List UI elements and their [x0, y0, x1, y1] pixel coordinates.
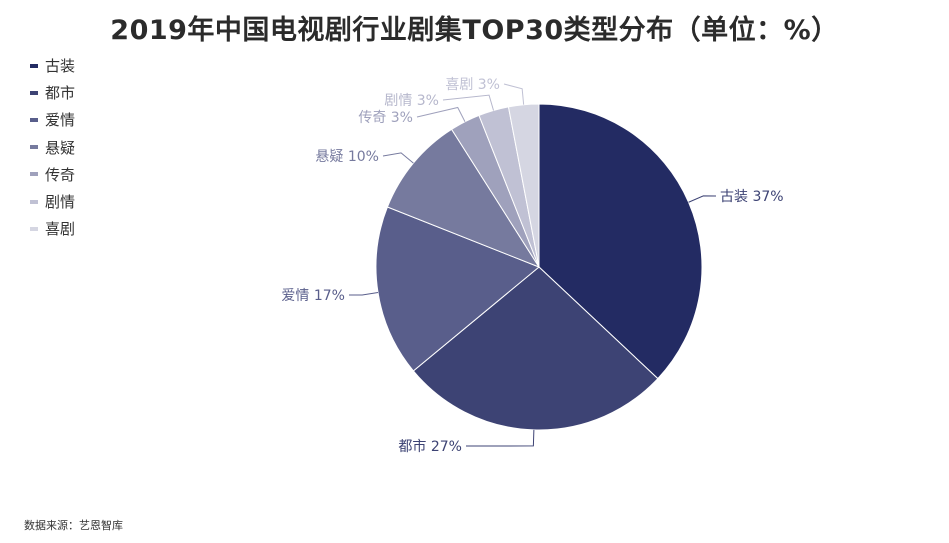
source-note: 数据来源：艺恩智库	[24, 519, 123, 532]
leader-line	[503, 83, 525, 105]
leader-line	[688, 195, 717, 203]
legend-swatch	[30, 145, 38, 150]
data-label: 爱情 17%	[281, 288, 345, 304]
legend-label: 悬疑	[45, 138, 76, 157]
legend-swatch	[30, 226, 38, 231]
chart-title: 2019年中国电视剧行业剧集TOP30类型分布（单位：%）	[110, 15, 839, 46]
legend-item[interactable]: 悬疑	[30, 134, 75, 161]
pie-slice[interactable]	[375, 206, 540, 372]
leader-line	[382, 152, 414, 164]
legend-item[interactable]: 古装	[30, 52, 75, 79]
legend-label: 喜剧	[45, 220, 76, 239]
data-label: 喜剧 3%	[445, 77, 500, 93]
data-label: 剧情 3%	[384, 93, 439, 109]
legend-label: 都市	[45, 84, 76, 103]
legend: 古装都市爱情悬疑传奇剧情喜剧	[30, 52, 75, 242]
legend-label: 爱情	[45, 111, 76, 130]
legend-item[interactable]: 喜剧	[30, 215, 75, 242]
data-label: 传奇 3%	[358, 109, 413, 126]
data-label: 悬疑 10%	[315, 149, 379, 165]
legend-swatch	[30, 172, 38, 177]
pie-slice[interactable]	[538, 103, 703, 380]
legend-item[interactable]: 剧情	[30, 188, 75, 215]
legend-label: 剧情	[45, 193, 76, 212]
legend-item[interactable]: 都市	[30, 79, 75, 106]
legend-label: 古装	[45, 57, 76, 76]
data-label: 古装 37%	[720, 189, 784, 205]
leader-line	[442, 94, 495, 111]
legend-swatch	[30, 63, 38, 68]
data-label: 都市 27%	[398, 438, 462, 455]
leader-line	[348, 292, 379, 296]
leader-line	[465, 429, 535, 447]
legend-item[interactable]: 爱情	[30, 106, 75, 133]
legend-swatch	[30, 117, 38, 122]
legend-item[interactable]: 传奇	[30, 161, 75, 188]
leader-line	[416, 106, 466, 122]
legend-swatch	[30, 90, 38, 95]
legend-swatch	[30, 199, 38, 204]
legend-label: 传奇	[45, 165, 76, 184]
